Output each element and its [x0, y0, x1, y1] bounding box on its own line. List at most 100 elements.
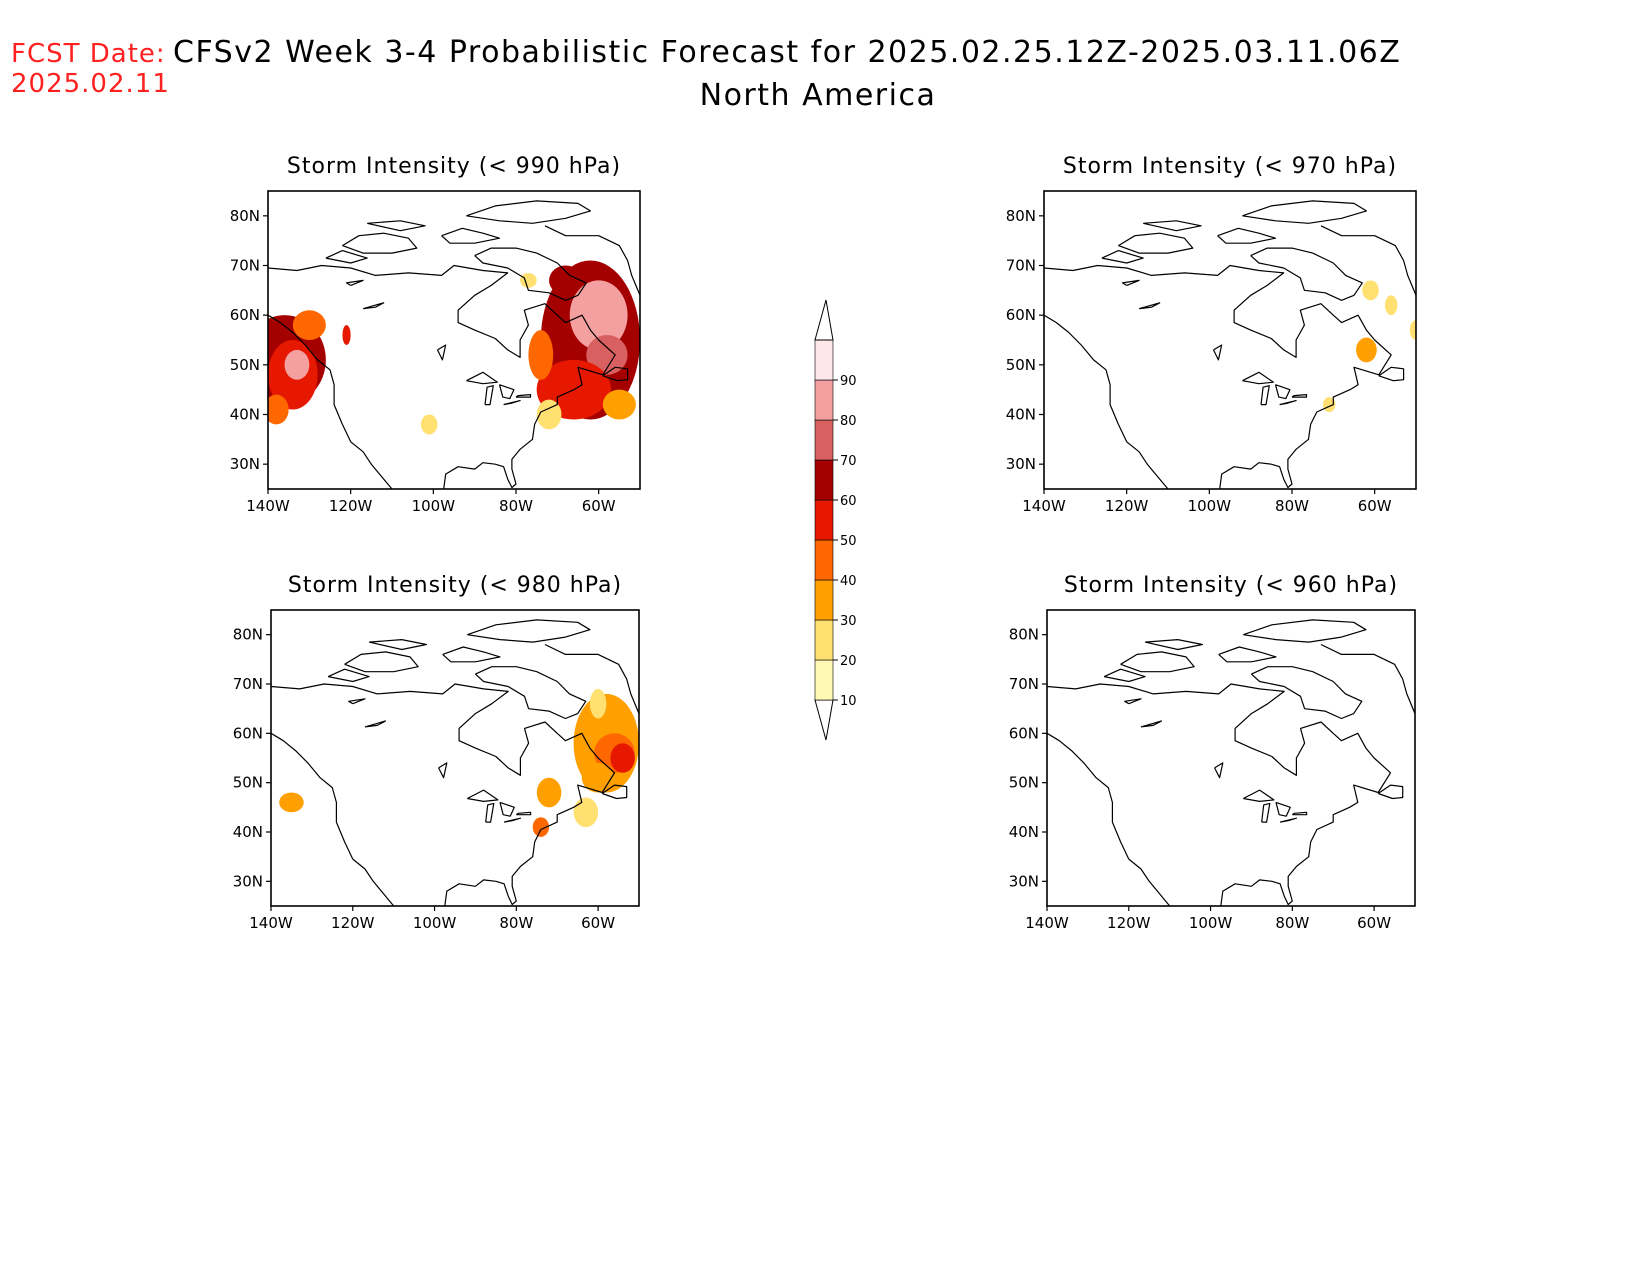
coastline: [1044, 264, 1392, 489]
coastline: [1140, 720, 1163, 728]
panel-title: Storm Intensity (< 990 hPa): [287, 154, 621, 179]
colorbar-swatch: [814, 459, 834, 501]
colorbar-swatch: [814, 659, 834, 701]
lon-tick-label: 100W: [412, 497, 456, 515]
lat-tick-label: 70N: [1009, 675, 1039, 693]
coastline: [1120, 651, 1195, 673]
colorbar-swatch: [814, 579, 834, 621]
probability-area: [610, 743, 635, 773]
coastline: [327, 668, 370, 683]
probability-area: [279, 792, 304, 813]
probability-shading: [1323, 280, 1416, 413]
coastline: [368, 639, 427, 651]
lat-tick-label: 50N: [230, 356, 260, 374]
coastline: [1260, 385, 1270, 406]
lat-tick-label: 30N: [233, 872, 263, 890]
lon-tick-label: 140W: [246, 497, 290, 515]
panels: Storm Intensity (< 990 hPa) 80N 70N 60N 50N 4…: [230, 154, 1417, 932]
panel-title: Storm Intensity (< 980 hPa): [288, 573, 622, 598]
coastline: [268, 314, 393, 489]
coastline: [544, 225, 640, 296]
lat-tick-label: 40N: [233, 823, 263, 841]
colorbar-swatch: [814, 539, 834, 581]
lat-tick-label: 40N: [1009, 823, 1039, 841]
coastline: [467, 619, 591, 643]
probability-area: [536, 399, 562, 430]
coastline: [1243, 789, 1275, 802]
coastline: [1212, 344, 1223, 361]
probability-area: [573, 797, 599, 828]
lon-tick-label: 60W: [1357, 914, 1391, 932]
coastline: [1377, 784, 1404, 800]
lon-tick-label: 80W: [1275, 497, 1309, 515]
colorbar: 10 20 30 40 50 60 70 80 90: [814, 299, 857, 741]
coastline: [474, 666, 587, 720]
lon-tick-label: 140W: [249, 914, 293, 932]
probability-area: [549, 265, 583, 296]
colorbar-label: 90: [840, 374, 857, 389]
lat-tick-label: 30N: [230, 455, 260, 473]
coastline: [268, 264, 616, 489]
lon-tick-label: 60W: [581, 914, 615, 932]
lat-tick-label: 60N: [233, 724, 263, 742]
colorbar-swatch: [814, 379, 834, 421]
map-panel-p960: Storm Intensity (< 960 hPa) 80N 70N 60N 50N 4…: [1009, 573, 1416, 932]
coastline: [1243, 619, 1367, 643]
probability-area: [342, 325, 351, 345]
coastline: [515, 811, 532, 816]
coastline: [1217, 227, 1277, 244]
coastline: [348, 698, 366, 705]
coastline: [498, 384, 515, 400]
coastline: [441, 227, 501, 244]
figure-region: North America: [700, 78, 937, 113]
probability-area: [569, 280, 628, 350]
coastline: [1242, 371, 1274, 385]
lat-tick-label: 70N: [233, 675, 263, 693]
coastline: [1279, 817, 1297, 823]
colorbar-label: 20: [840, 654, 857, 669]
lon-tick-label: 140W: [1022, 497, 1066, 515]
coastline: [601, 784, 628, 800]
colorbar-swatch: [814, 619, 834, 661]
lon-tick-label: 100W: [1188, 497, 1232, 515]
probability-area: [284, 349, 310, 380]
colorbar-label: 40: [840, 574, 857, 589]
coastline: [438, 762, 448, 779]
coastline: [364, 720, 387, 728]
lat-tick-label: 30N: [1009, 872, 1039, 890]
map-panel-p980: Storm Intensity (< 980 hPa) 80N 70N 60N 50N 4…: [233, 573, 640, 932]
forecast-date-label: FCST Date:: [11, 39, 166, 69]
coastline: [1218, 646, 1277, 663]
lat-tick-label: 80N: [233, 626, 263, 644]
coastline: [367, 220, 426, 232]
coastlines: [268, 200, 640, 489]
map-panel-p990: Storm Intensity (< 990 hPa) 80N 70N 60N 50N 4…: [230, 154, 641, 515]
coastline: [362, 302, 385, 310]
coastline: [503, 400, 521, 406]
coastlines: [1047, 619, 1415, 906]
coastline: [485, 802, 495, 823]
coastline: [1279, 400, 1297, 406]
coastline: [474, 247, 587, 301]
lon-tick-label: 80W: [499, 914, 533, 932]
colorbar-label: 80: [840, 414, 857, 429]
probability-area: [528, 330, 554, 380]
coastline: [1261, 802, 1271, 823]
coastline: [499, 801, 515, 817]
map-frame: [1046, 609, 1416, 907]
coastline: [466, 200, 591, 224]
forecast-date-value: 2025.02.11: [11, 69, 170, 99]
colorbar-top-end: [814, 299, 834, 341]
probability-area: [1409, 320, 1416, 340]
coastline: [1047, 732, 1171, 906]
lon-tick-label: 100W: [1189, 914, 1233, 932]
coastline: [271, 732, 395, 906]
coastline: [325, 250, 368, 264]
coastline: [1124, 698, 1142, 705]
lon-tick-label: 140W: [1025, 914, 1069, 932]
map-frame: [1043, 190, 1417, 490]
coastline: [1214, 762, 1224, 779]
coastline: [1275, 801, 1291, 817]
lat-tick-label: 60N: [1009, 724, 1039, 742]
